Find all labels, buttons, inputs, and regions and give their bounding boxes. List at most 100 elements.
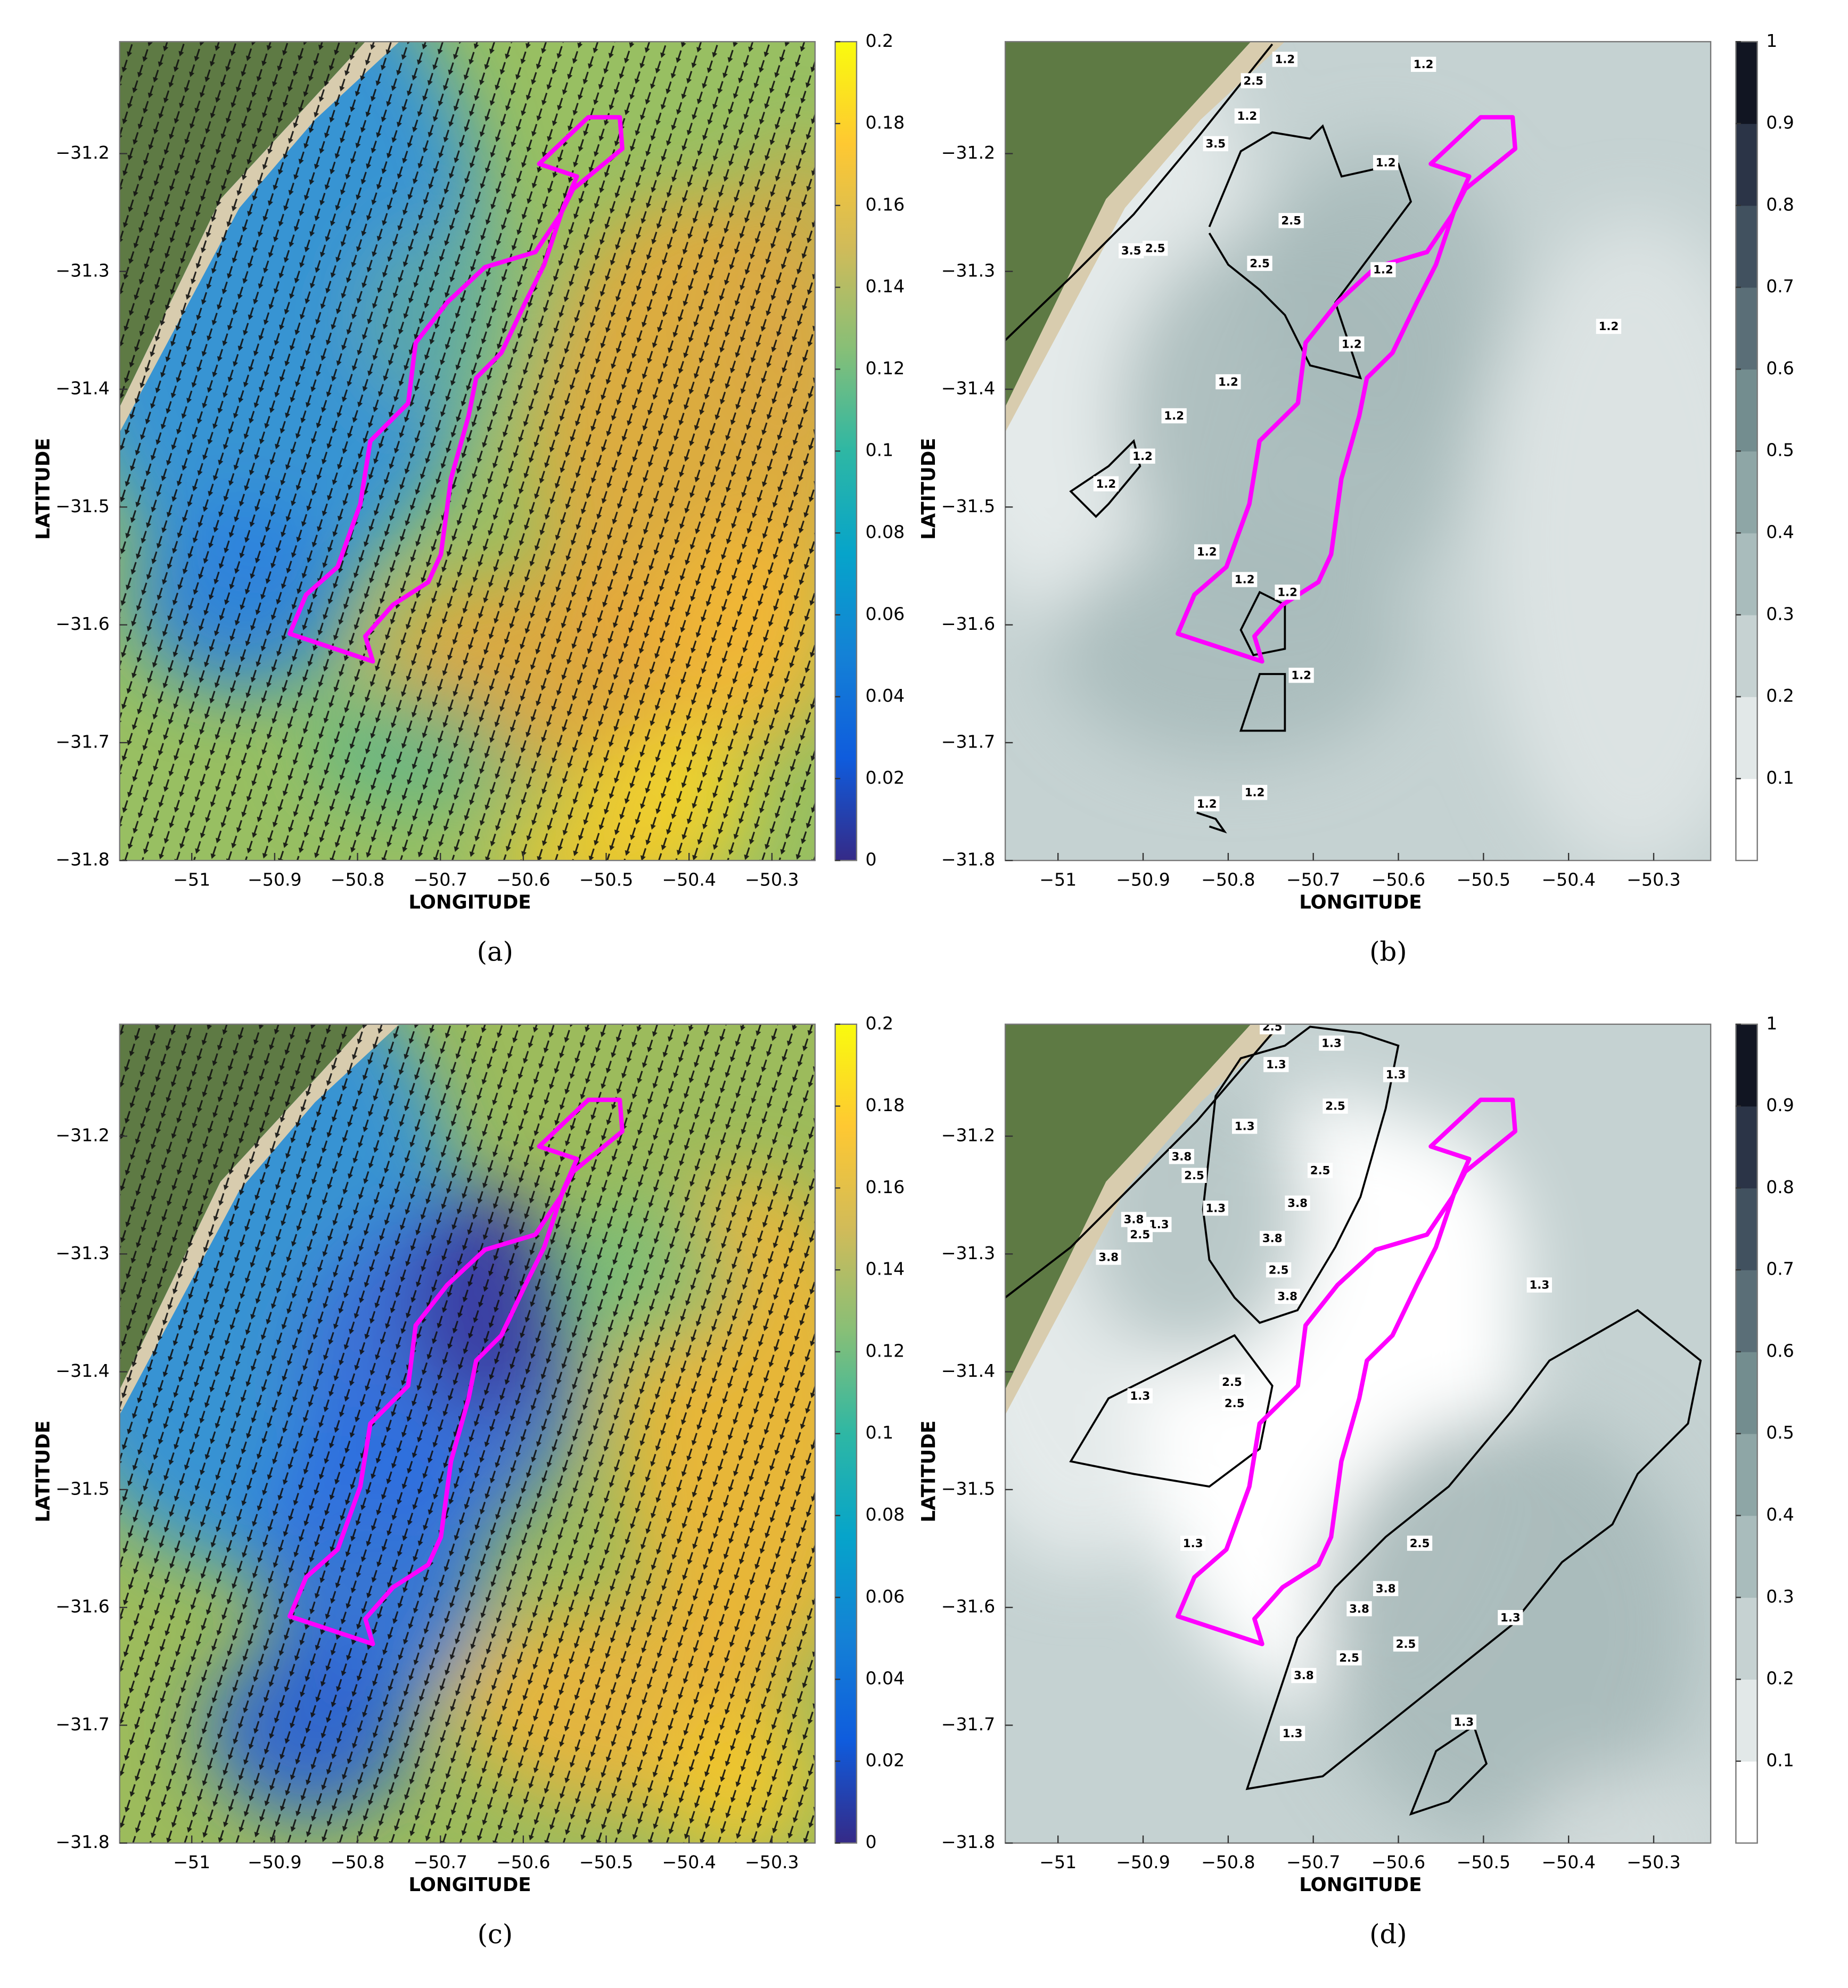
contour-label-box bbox=[1279, 1726, 1305, 1741]
plot-frame bbox=[119, 1023, 816, 1844]
y-tick-label: −31.7 bbox=[941, 731, 995, 752]
contour-label: 1.3 bbox=[1529, 1279, 1549, 1292]
colorbar-swatch bbox=[1736, 124, 1757, 206]
field bbox=[1005, 42, 1711, 861]
colorbar-tick-label: 0.08 bbox=[865, 522, 905, 543]
colorbar-tick-label: 1 bbox=[1766, 30, 1777, 51]
x-tick-label: −50.4 bbox=[662, 1852, 716, 1872]
x-tick-label: −50.4 bbox=[1541, 869, 1595, 890]
contour-label: 1.2 bbox=[1164, 409, 1184, 423]
colorbar-swatch bbox=[1736, 1270, 1757, 1352]
y-tick-label: −31.6 bbox=[941, 613, 995, 634]
colorbar-tick-label: 0.02 bbox=[865, 767, 905, 788]
x-tick-label: −51 bbox=[1039, 869, 1077, 890]
contour-label-box bbox=[1096, 1250, 1121, 1265]
y-tick-label: −31.7 bbox=[55, 731, 109, 752]
y-tick-label: −31.4 bbox=[941, 378, 995, 399]
current-vectors bbox=[119, 1024, 815, 1843]
x-tick-label: −50.4 bbox=[1541, 1852, 1595, 1872]
contour-label-box bbox=[1194, 544, 1220, 560]
x-tick-label: −51 bbox=[173, 869, 210, 890]
colorbar-tick-label: 0.18 bbox=[865, 1095, 905, 1115]
colorbar-tick-label: 0.4 bbox=[1766, 522, 1794, 543]
panel-caption: (d) bbox=[1369, 1919, 1407, 1950]
x-tick-label: −50.8 bbox=[331, 1852, 384, 1872]
contour-label: 2.5 bbox=[1184, 1169, 1204, 1182]
colorbar-tick-label: 0.3 bbox=[1766, 1586, 1794, 1607]
x-tick-label: −50.9 bbox=[1116, 1852, 1170, 1872]
contour-label: 2.5 bbox=[1281, 214, 1301, 227]
colorbar-tick-label: 0.18 bbox=[865, 112, 905, 133]
contour-label-box bbox=[1266, 1262, 1292, 1278]
contour-label-box bbox=[1336, 1650, 1362, 1666]
contour-label: 1.2 bbox=[1096, 478, 1116, 491]
x-tick-label: −50.9 bbox=[248, 869, 301, 890]
land bbox=[1005, 1024, 1251, 1390]
contour-label-box bbox=[1241, 73, 1266, 88]
contour-label-box bbox=[1222, 1395, 1247, 1411]
contour-line bbox=[1005, 1032, 1274, 1299]
contour-label-box bbox=[1119, 243, 1144, 259]
contour-label-box bbox=[1383, 1067, 1409, 1082]
x-tick-label: −50.6 bbox=[496, 869, 550, 890]
contour-label: 1.2 bbox=[1197, 798, 1217, 811]
contour-label-box bbox=[1407, 1535, 1433, 1551]
y-tick-label: −31.5 bbox=[941, 1478, 995, 1499]
x-tick-label: −50.3 bbox=[745, 1852, 799, 1872]
contour-label: 1.2 bbox=[1414, 58, 1434, 71]
contour-label-box bbox=[1263, 1057, 1289, 1072]
y-tick-label: −31.6 bbox=[55, 613, 109, 634]
contour-label: 1.2 bbox=[1275, 53, 1295, 67]
colorbar-tick-label: 0.6 bbox=[1766, 1340, 1794, 1361]
x-tick-label: −50.5 bbox=[579, 869, 633, 890]
contour-label: 1.3 bbox=[1130, 1390, 1150, 1403]
y-axis-label: LATITUDE bbox=[918, 1420, 940, 1522]
colorbar-tick-label: 0.9 bbox=[1766, 1095, 1794, 1115]
contour-label-box bbox=[1373, 155, 1399, 170]
contour-label-box bbox=[1339, 336, 1365, 352]
contour-label-box bbox=[1526, 1277, 1552, 1293]
contour-label: 1.3 bbox=[1386, 1069, 1406, 1082]
contour-line bbox=[1196, 811, 1227, 834]
contour-label: 3.8 bbox=[1294, 1669, 1314, 1682]
y-tick-label: −31.2 bbox=[941, 1125, 995, 1146]
colorbar-tick-label: 0.02 bbox=[865, 1749, 905, 1770]
colorbar-swatch bbox=[1736, 1106, 1757, 1189]
contour-label-box bbox=[1169, 1149, 1195, 1164]
contour-line bbox=[1005, 43, 1274, 341]
contour-line bbox=[1239, 673, 1286, 732]
contour-label: 2.5 bbox=[1396, 1638, 1416, 1651]
contour-label: 1.2 bbox=[1599, 320, 1619, 333]
y-tick-label: −31.3 bbox=[55, 260, 109, 281]
contour-label-box bbox=[1219, 1374, 1245, 1390]
study-area bbox=[1176, 115, 1517, 664]
x-tick-label: −50.8 bbox=[1201, 869, 1255, 890]
map-panel: 2.51.31.31.32.51.33.82.5 2.53.81.33.8 1.32… bbox=[1005, 1024, 1711, 1843]
contour-label-box bbox=[1161, 408, 1187, 424]
colorbar-tick-label: 0.1 bbox=[1766, 1749, 1794, 1770]
colorbar-tick-label: 0 bbox=[865, 849, 876, 870]
contour-line bbox=[1202, 1025, 1400, 1324]
current-vectors bbox=[119, 42, 815, 861]
contour-label-box bbox=[1215, 374, 1241, 390]
contour-label-box bbox=[1346, 1601, 1372, 1616]
x-tick-label: −50.5 bbox=[1457, 869, 1510, 890]
x-axis-label: LONGITUDE bbox=[1299, 892, 1422, 914]
contour-label: 1.3 bbox=[1454, 1716, 1474, 1729]
contour-label: 1.2 bbox=[1342, 338, 1362, 351]
x-tick-label: −50.6 bbox=[1371, 1852, 1425, 1872]
contour-label-box bbox=[1596, 318, 1622, 334]
colorbar-tick-label: 0.2 bbox=[1766, 685, 1794, 706]
plot-frame bbox=[119, 41, 816, 861]
map-panel: 1.2 1.2 2.5 1.2 3.5 1.2 2.5 2.5 3.5 2.5 1.2 1.2 1.2 1… bbox=[1005, 42, 1711, 861]
contour-label-box bbox=[1121, 1212, 1147, 1227]
field-blob bbox=[1257, 142, 1509, 445]
y-tick-label: −31.6 bbox=[941, 1596, 995, 1617]
x-tick-label: −50.9 bbox=[1116, 869, 1170, 890]
colorbar-swatch bbox=[1736, 369, 1757, 451]
colorbar-tick-label: 0.16 bbox=[865, 194, 905, 215]
contour-label-box bbox=[1247, 256, 1272, 271]
colorbar-tick-label: 0.1 bbox=[1766, 767, 1794, 788]
y-tick-label: −31.8 bbox=[55, 1831, 109, 1852]
